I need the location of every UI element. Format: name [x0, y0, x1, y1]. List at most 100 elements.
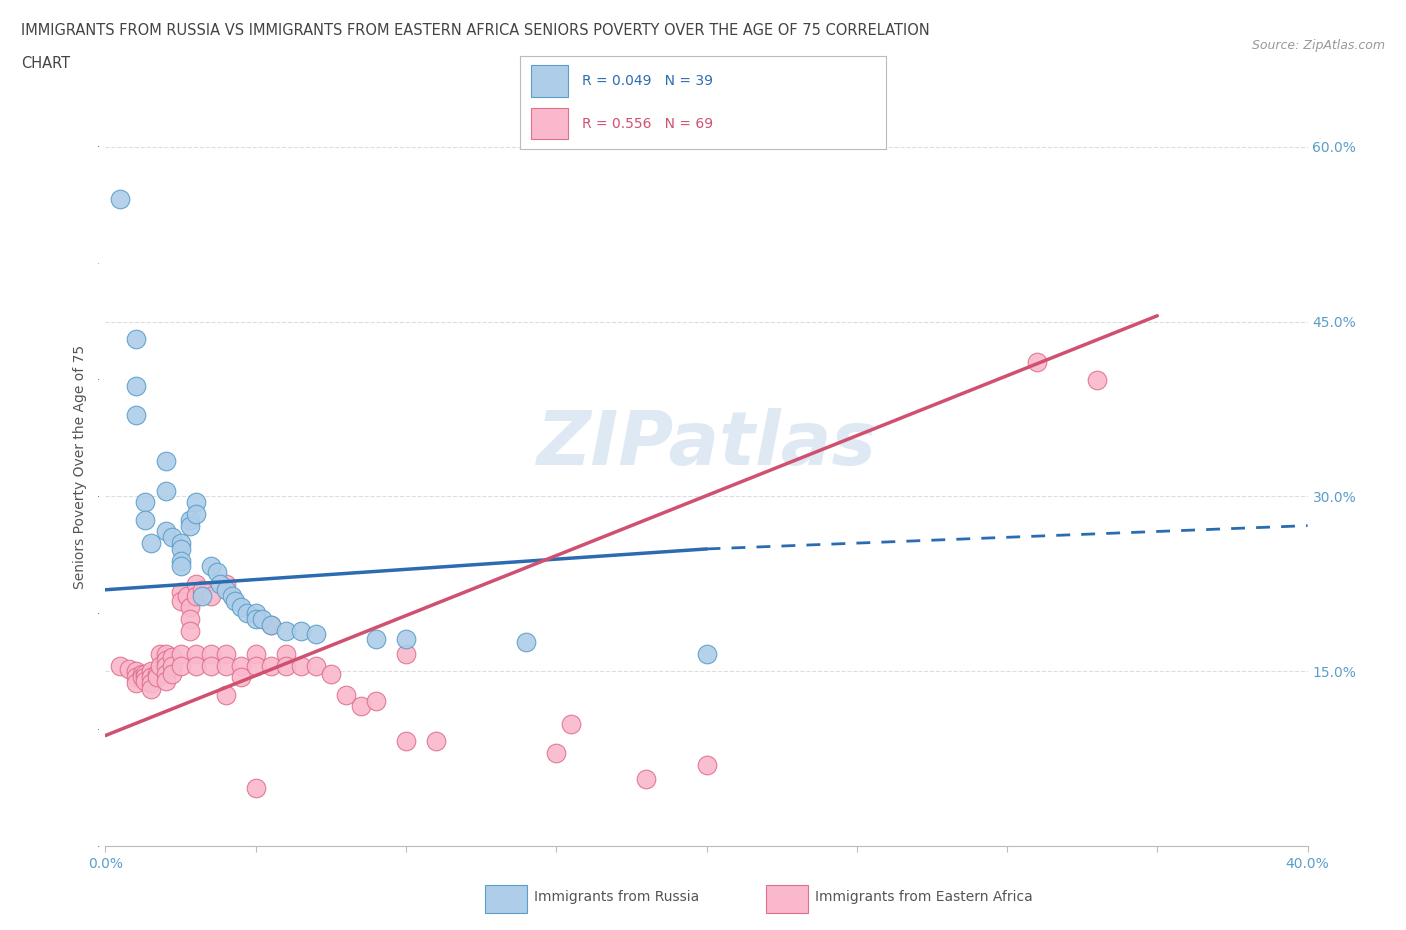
Point — [184, 646, 207, 661]
Point — [169, 559, 191, 574]
Point — [364, 693, 387, 708]
Point — [179, 512, 201, 527]
Point — [169, 585, 191, 600]
Point — [110, 658, 132, 673]
Point — [214, 646, 236, 661]
Point — [124, 670, 146, 684]
Text: Immigrants from Russia: Immigrants from Russia — [534, 889, 700, 904]
Point — [134, 666, 156, 681]
Point — [145, 666, 167, 681]
Point — [290, 658, 312, 673]
Point — [169, 553, 191, 568]
Point — [245, 646, 267, 661]
Point — [364, 631, 387, 646]
Point — [184, 588, 207, 603]
Point — [184, 658, 207, 673]
Point — [160, 530, 183, 545]
Point — [290, 623, 312, 638]
Point — [124, 675, 146, 690]
Point — [155, 658, 177, 673]
Point — [229, 670, 252, 684]
Point — [515, 635, 537, 650]
Point — [155, 666, 177, 681]
Point — [200, 588, 222, 603]
Point — [319, 666, 342, 681]
Point — [148, 658, 170, 673]
Point — [305, 658, 328, 673]
FancyBboxPatch shape — [531, 65, 568, 97]
Text: Source: ZipAtlas.com: Source: ZipAtlas.com — [1251, 39, 1385, 52]
Point — [148, 646, 170, 661]
Point — [169, 541, 191, 556]
Point — [1026, 355, 1049, 370]
Point — [184, 495, 207, 510]
Point — [179, 623, 201, 638]
Text: R = 0.049   N = 39: R = 0.049 N = 39 — [582, 73, 713, 88]
Point — [395, 646, 418, 661]
Point — [274, 623, 297, 638]
Point — [214, 658, 236, 673]
Point — [214, 582, 236, 597]
Point — [200, 658, 222, 673]
Point — [274, 658, 297, 673]
Point — [179, 518, 201, 533]
Text: ZIPatlas: ZIPatlas — [537, 408, 876, 481]
Point — [229, 658, 252, 673]
Point — [214, 577, 236, 591]
Text: Immigrants from Eastern Africa: Immigrants from Eastern Africa — [815, 889, 1033, 904]
Point — [160, 650, 183, 665]
Point — [205, 565, 228, 579]
Point — [696, 646, 718, 661]
Point — [221, 588, 243, 603]
Point — [124, 379, 146, 393]
Point — [139, 670, 162, 684]
Point — [155, 454, 177, 469]
Point — [274, 646, 297, 661]
Point — [260, 658, 283, 673]
Point — [169, 658, 191, 673]
Text: R = 0.556   N = 69: R = 0.556 N = 69 — [582, 116, 713, 131]
Point — [245, 780, 267, 795]
Point — [245, 605, 267, 620]
Point — [395, 631, 418, 646]
FancyBboxPatch shape — [531, 108, 568, 140]
Point — [139, 675, 162, 690]
Point — [160, 666, 183, 681]
Point — [124, 664, 146, 679]
Point — [350, 699, 373, 714]
Point — [696, 757, 718, 772]
Point — [134, 512, 156, 527]
Point — [260, 618, 283, 632]
Point — [145, 670, 167, 684]
Point — [184, 577, 207, 591]
Point — [546, 746, 568, 761]
Point — [155, 524, 177, 538]
Point — [179, 600, 201, 615]
Point — [305, 627, 328, 642]
Point — [134, 670, 156, 684]
Point — [190, 582, 212, 597]
Point — [131, 670, 153, 684]
Point — [169, 646, 191, 661]
Point — [260, 618, 283, 632]
Point — [636, 771, 658, 786]
Point — [245, 612, 267, 627]
Point — [235, 605, 257, 620]
Point — [131, 666, 153, 681]
Point — [139, 682, 162, 697]
Point — [155, 652, 177, 667]
Point — [155, 484, 177, 498]
Point — [335, 687, 357, 702]
Point — [160, 658, 183, 673]
Point — [395, 734, 418, 749]
Point — [155, 646, 177, 661]
Point — [169, 594, 191, 609]
Point — [169, 536, 191, 551]
Point — [155, 673, 177, 688]
Point — [245, 658, 267, 673]
Point — [176, 588, 198, 603]
Point — [124, 332, 146, 347]
Point — [208, 577, 231, 591]
Point — [250, 612, 273, 627]
Point — [200, 646, 222, 661]
